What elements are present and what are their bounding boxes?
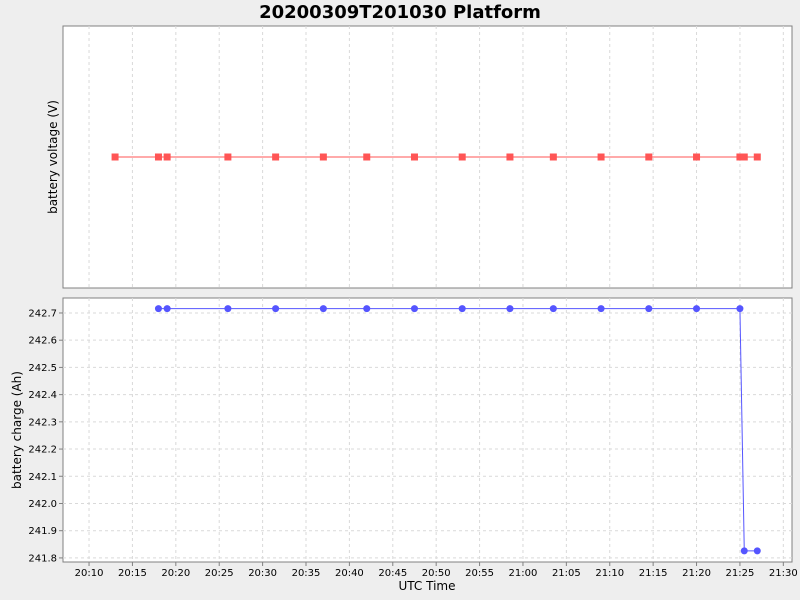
x-tick-label: 21:10 <box>595 568 624 579</box>
x-tick-label: 20:10 <box>75 568 104 579</box>
y-axis-label: battery voltage (V) <box>46 100 60 214</box>
x-tick-label: 20:45 <box>378 568 407 579</box>
data-point <box>272 153 280 161</box>
data-point <box>736 305 744 313</box>
x-tick-label: 21:15 <box>639 568 668 579</box>
data-point <box>458 153 466 161</box>
data-point <box>597 305 605 313</box>
data-point <box>272 305 280 313</box>
x-tick-label: 20:25 <box>205 568 234 579</box>
data-point <box>645 305 653 313</box>
y-tick-label: 242.0 <box>28 499 57 510</box>
x-tick-label: 21:20 <box>682 568 711 579</box>
x-tick-label: 21:05 <box>552 568 581 579</box>
data-point <box>740 153 748 161</box>
series-line <box>158 308 758 552</box>
data-point <box>645 153 653 161</box>
x-tick-label: 21:00 <box>509 568 538 579</box>
data-point <box>224 305 232 313</box>
data-point <box>753 153 761 161</box>
data-point <box>319 305 327 313</box>
voltage-panel: battery voltage (V) <box>46 25 793 289</box>
y-tick-label: 242.5 <box>28 363 57 374</box>
x-tick-label: 20:55 <box>465 568 494 579</box>
charge-panel: 241.8 241.9 242.0 242.1 242.2 242.3 242.4 242.5… <box>10 297 793 564</box>
x-tick-label: 20:50 <box>422 568 451 579</box>
data-point <box>506 153 514 161</box>
y-tick-label: 242.2 <box>28 445 57 456</box>
data-point <box>753 547 761 555</box>
y-tick-label: 241.9 <box>28 526 57 537</box>
data-point <box>549 153 557 161</box>
y-tick-label: 242.7 <box>28 308 57 319</box>
x-tick-label: 21:25 <box>726 568 755 579</box>
data-point <box>549 305 557 313</box>
y-tick-label: 242.1 <box>28 472 57 483</box>
data-point <box>410 153 418 161</box>
x-tick-label: 20:15 <box>118 568 147 579</box>
x-axis-label: UTC Time <box>399 579 456 593</box>
data-point <box>363 305 371 313</box>
x-tick-label: 20:35 <box>292 568 321 579</box>
x-tick-label: 20:30 <box>248 568 277 579</box>
x-tick-label: 20:20 <box>161 568 190 579</box>
chart-title: 20200309T201030 Platform <box>259 2 541 23</box>
data-point <box>163 305 171 313</box>
data-point <box>597 153 605 161</box>
x-tick-label: 21:30 <box>769 568 798 579</box>
y-tick-label: 241.8 <box>28 553 57 564</box>
data-point <box>111 153 119 161</box>
data-point <box>410 305 418 313</box>
data-point <box>736 153 744 161</box>
data-point <box>154 305 162 313</box>
data-point <box>319 153 327 161</box>
x-tick-label: 20:40 <box>335 568 364 579</box>
y-tick-label: 242.4 <box>28 390 57 401</box>
x-axis: 20:10 20:15 20:20 20:25 20:30 20:35 20:40 20:45… <box>75 562 798 579</box>
data-point <box>154 153 162 161</box>
plot-area <box>62 297 793 563</box>
y-axis-label: battery charge (Ah) <box>10 371 24 489</box>
y-tick-label: 242.6 <box>28 336 57 347</box>
data-point <box>458 305 466 313</box>
data-point <box>363 153 371 161</box>
data-point <box>224 153 232 161</box>
data-point <box>693 153 701 161</box>
y-tick-label: 242.3 <box>28 417 57 428</box>
data-point <box>506 305 514 313</box>
data-point <box>163 153 171 161</box>
data-point <box>740 547 748 555</box>
data-point <box>693 305 701 313</box>
